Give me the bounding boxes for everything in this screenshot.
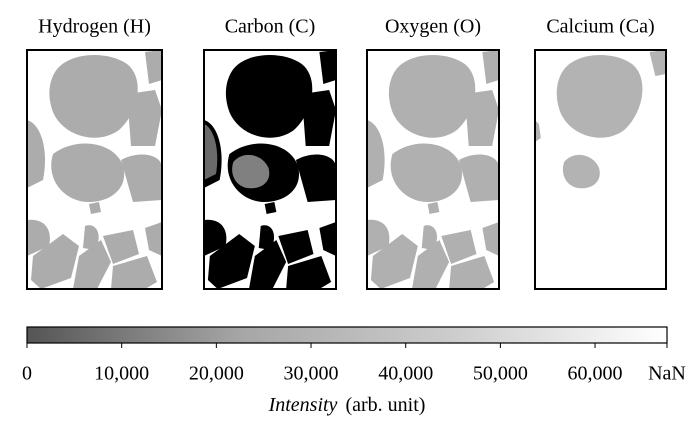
panel-image bbox=[367, 50, 499, 289]
panel-title: Calcium (Ca) bbox=[546, 16, 654, 38]
colorbar-label-rest: (arb. unit) bbox=[345, 394, 425, 416]
colorbar-label-italic: Intensity bbox=[268, 394, 338, 416]
panels: Hydrogen (H) Carbon (C) Oxygen (O) Calcium … bbox=[27, 16, 666, 289]
colorbar-gradient bbox=[27, 327, 667, 343]
colorbar-label: Intensity (arb. unit) bbox=[268, 394, 426, 416]
tick-label: 20,000 bbox=[189, 363, 244, 385]
tick-label: 50,000 bbox=[473, 363, 528, 385]
figure: Hydrogen (H) Carbon (C) Oxygen (O) Calcium … bbox=[0, 0, 692, 421]
tick-label: 60,000 bbox=[568, 363, 623, 385]
panel-title: Carbon (C) bbox=[225, 16, 316, 38]
panel-image bbox=[204, 50, 336, 289]
panel-title: Hydrogen (H) bbox=[38, 16, 151, 38]
panel-image bbox=[535, 50, 666, 289]
tick-label: 0 bbox=[22, 363, 32, 385]
tick-label: 10,000 bbox=[94, 363, 149, 385]
colorbar: 0 10,000 20,000 30,000 40,000 50,000 60,000 NaN bbox=[22, 327, 686, 385]
tick-label: NaN bbox=[648, 363, 686, 385]
panel-title: Oxygen (O) bbox=[385, 16, 481, 38]
panel-image bbox=[27, 50, 162, 289]
tick-label: 40,000 bbox=[378, 363, 433, 385]
tick-label: 30,000 bbox=[284, 363, 339, 385]
